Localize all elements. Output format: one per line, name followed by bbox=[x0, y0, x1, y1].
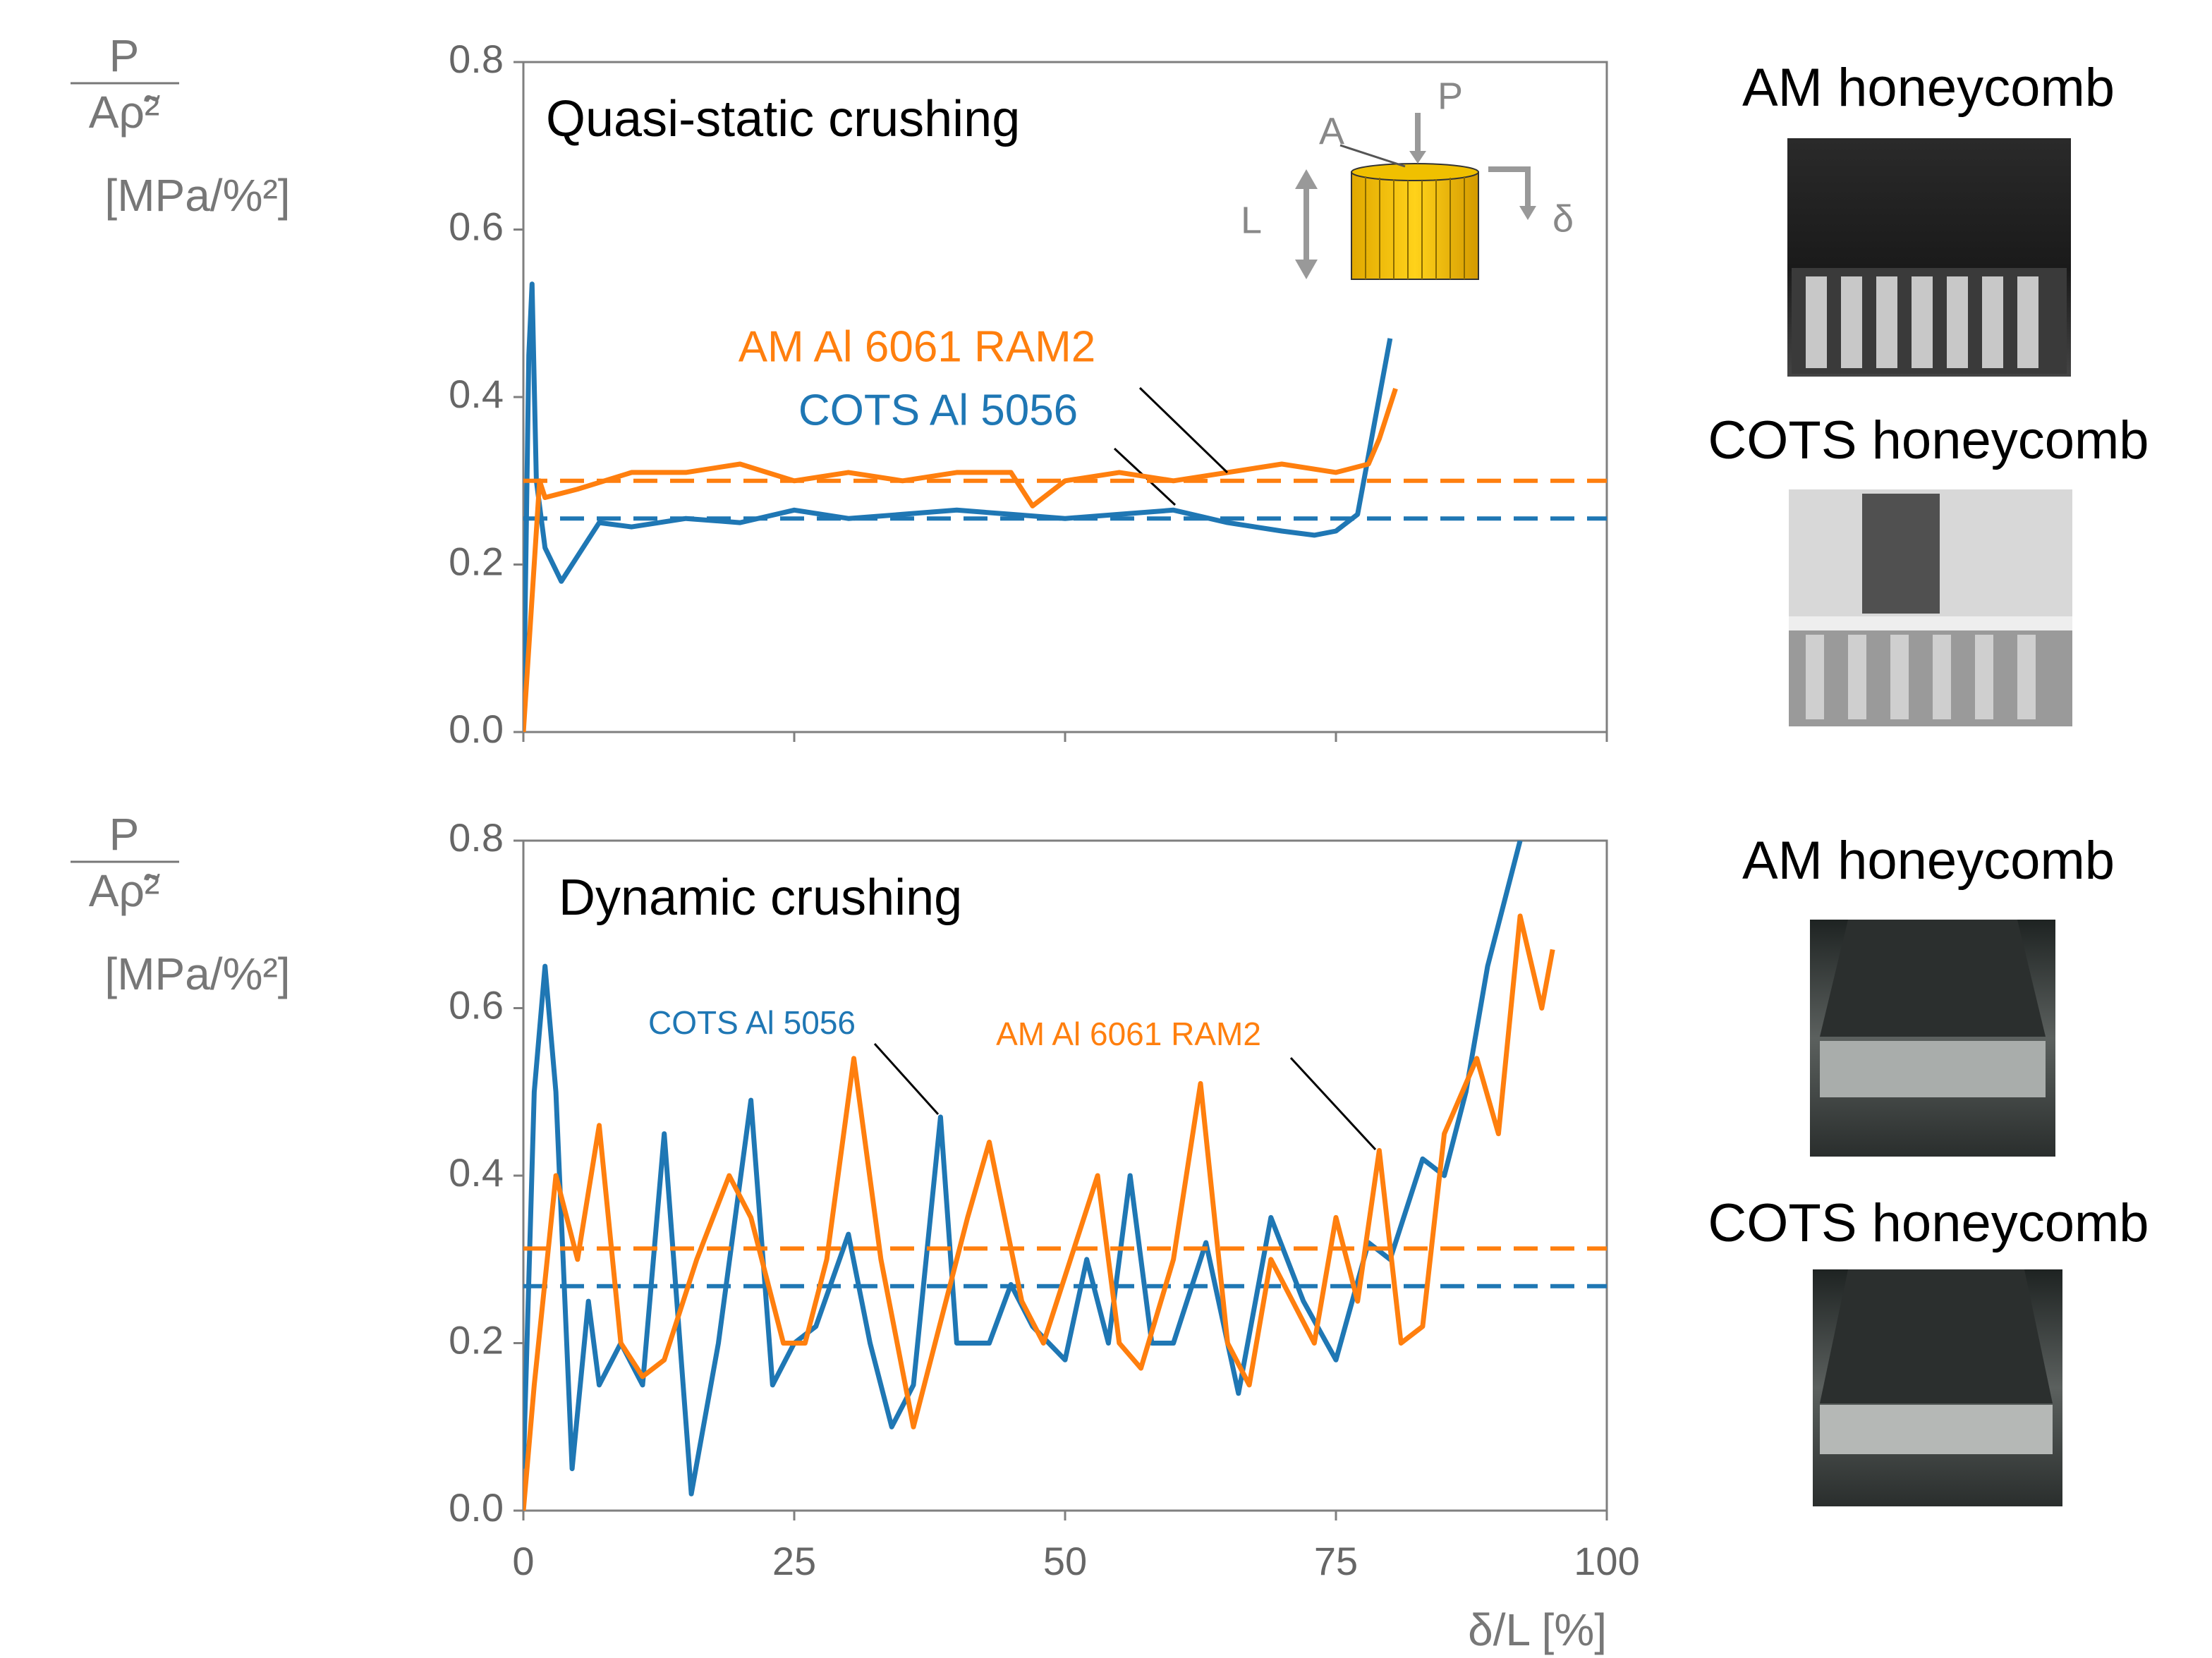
y-tick-label: 0.4 bbox=[449, 372, 504, 416]
plot-frame bbox=[522, 839, 1608, 1512]
inset-label: L bbox=[1241, 199, 1262, 241]
x-axis-label: δ/L [%] bbox=[1468, 1604, 1607, 1655]
y-tick-label: 0.6 bbox=[449, 982, 504, 1027]
series-line bbox=[523, 913, 1555, 1511]
y-tick-label: 0.0 bbox=[449, 1485, 504, 1530]
y-label-unit: [MPa/%²] bbox=[104, 170, 290, 221]
y-label-denominator: Aρ̃² bbox=[89, 87, 160, 138]
series-line bbox=[523, 841, 1523, 1497]
x-tick-label: 25 bbox=[772, 1539, 816, 1583]
photo-caption: COTS honeycomb bbox=[1708, 1193, 2149, 1253]
inset-label: P bbox=[1438, 75, 1463, 117]
inset-diagram: P A L δ bbox=[1241, 75, 1574, 280]
photo bbox=[1789, 489, 2072, 726]
x-tick-label: 75 bbox=[1314, 1539, 1358, 1583]
x-tick-label: 100 bbox=[1574, 1539, 1639, 1583]
series-label: COTS Al 5056 bbox=[798, 386, 1078, 434]
y-tick-label: 0.4 bbox=[449, 1150, 504, 1195]
plot: PAρ̃² [MPa/%²] Dynamic crushing 0.0 0.2 0.4 0.… bbox=[71, 809, 1640, 1655]
y-tick-label: 0.8 bbox=[449, 815, 504, 860]
plot-frame bbox=[522, 61, 1608, 733]
photo-caption: AM honeycomb bbox=[1742, 58, 2115, 118]
y-label-denominator: Aρ̃² bbox=[89, 865, 160, 916]
series-line bbox=[523, 388, 1398, 732]
series-label: AM Al 6061 RAM2 bbox=[739, 322, 1096, 371]
leader-line bbox=[873, 1042, 940, 1116]
y-label-numerator: P bbox=[109, 809, 140, 860]
inset-label: A bbox=[1319, 110, 1344, 152]
leader-line bbox=[1138, 386, 1229, 474]
series-line bbox=[523, 281, 1393, 732]
chart-title: Dynamic crushing bbox=[559, 870, 962, 926]
y-tick-label: 0.0 bbox=[449, 707, 504, 751]
chart-title: Quasi-static crushing bbox=[546, 91, 1020, 147]
y-tick-label: 0.6 bbox=[449, 204, 504, 248]
inset-label: δ bbox=[1552, 197, 1574, 240]
y-tick-label: 0.2 bbox=[449, 1317, 504, 1362]
x-tick-label: 50 bbox=[1043, 1539, 1087, 1583]
y-label-unit: [MPa/%²] bbox=[104, 949, 290, 999]
photo bbox=[1787, 138, 2071, 377]
x-tick-label: 0 bbox=[512, 1539, 534, 1583]
y-tick-label: 0.2 bbox=[449, 539, 504, 583]
series-label: AM Al 6061 RAM2 bbox=[996, 1016, 1261, 1052]
photo-caption: COTS honeycomb bbox=[1708, 410, 2149, 470]
leader-line bbox=[1289, 1056, 1377, 1151]
y-label-numerator: P bbox=[109, 30, 140, 81]
plot: P Aρ̃² [MPa/%²] Quasi-static crushing 0.0 0.2… bbox=[71, 30, 1608, 751]
series-label: COTS Al 5056 bbox=[648, 1004, 856, 1041]
photo-caption: AM honeycomb bbox=[1742, 831, 2115, 891]
photo bbox=[1810, 920, 2055, 1157]
y-tick-label: 0.8 bbox=[449, 37, 504, 81]
photo bbox=[1813, 1269, 2062, 1506]
